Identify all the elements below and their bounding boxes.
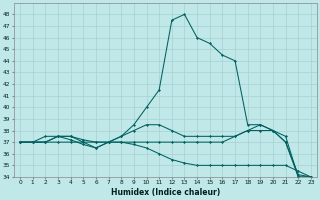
X-axis label: Humidex (Indice chaleur): Humidex (Indice chaleur) [111, 188, 220, 197]
